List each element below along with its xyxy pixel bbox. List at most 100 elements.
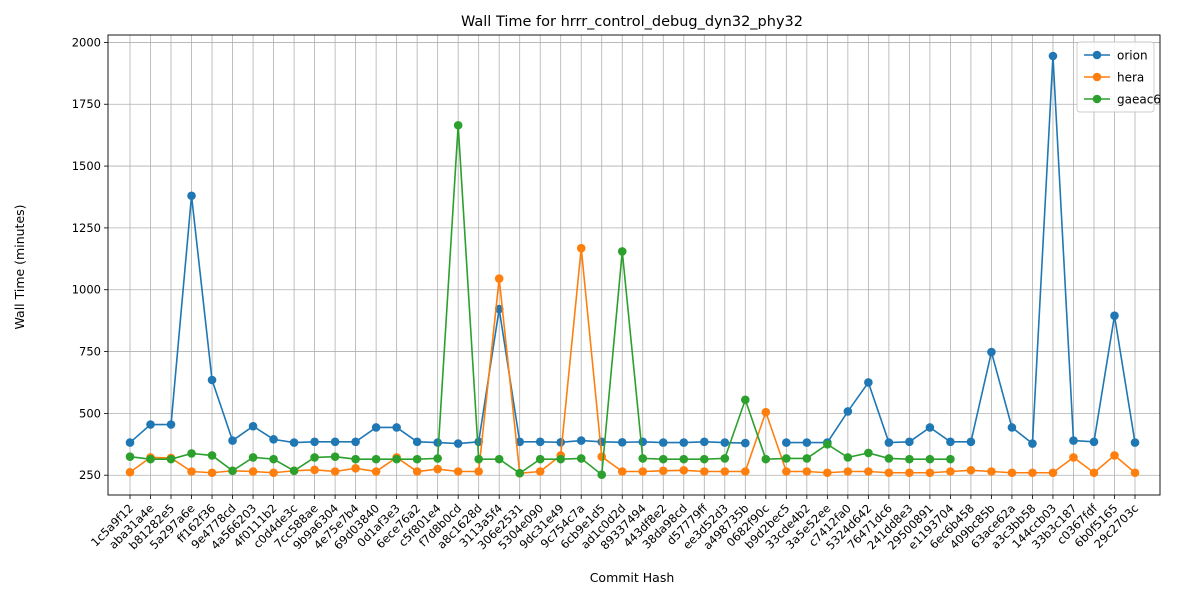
data-point-orion (166, 420, 176, 429)
data-point-gaeac6 (782, 454, 791, 463)
data-point-gaeac6 (617, 247, 627, 256)
data-point-gaeac6 (515, 468, 524, 478)
data-point-gaeac6 (310, 453, 319, 462)
data-point-gaeac6 (741, 395, 750, 405)
data-point-orion (638, 437, 648, 447)
data-point-orion (946, 437, 955, 447)
data-point-hera (351, 463, 360, 473)
data-point-hera (1048, 468, 1058, 478)
data-point-hera (433, 464, 442, 474)
y-tick-label: 1250 (72, 221, 101, 235)
data-point-gaeac6 (679, 454, 689, 464)
data-point-gaeac6 (453, 120, 463, 130)
data-point-gaeac6 (125, 452, 135, 461)
data-point-hera (412, 467, 422, 476)
data-point-hera (597, 452, 607, 461)
data-point-orion (782, 438, 791, 447)
data-point-gaeac6 (412, 454, 422, 464)
data-point-orion (125, 438, 135, 447)
data-point-hera (494, 274, 504, 283)
data-point-gaeac6 (166, 454, 176, 464)
data-point-gaeac6 (946, 454, 955, 464)
data-point-gaeac6 (207, 451, 217, 460)
data-point-orion (884, 438, 894, 447)
data-point-orion (741, 438, 750, 448)
data-point-hera (802, 467, 812, 476)
y-tick-label: 1000 (72, 283, 101, 297)
data-point-hera (453, 467, 463, 476)
data-point-gaeac6 (905, 454, 914, 464)
data-point-hera (1028, 468, 1037, 478)
data-point-hera (905, 468, 914, 478)
data-point-gaeac6 (884, 454, 894, 463)
data-point-gaeac6 (248, 453, 258, 462)
data-point-orion (987, 347, 996, 357)
data-point-gaeac6 (474, 454, 483, 464)
data-point-orion (248, 421, 258, 431)
data-point-gaeac6 (823, 440, 832, 449)
data-point-gaeac6 (228, 466, 237, 476)
data-point-hera (782, 467, 791, 476)
data-point-gaeac6 (802, 454, 812, 463)
data-point-orion (576, 436, 586, 445)
data-point-hera (187, 467, 196, 476)
y-tick-label: 500 (79, 406, 101, 420)
x-axis-label: Commit Hash (590, 570, 675, 585)
data-point-orion (371, 423, 381, 432)
data-point-orion (1130, 438, 1140, 447)
data-point-orion (351, 437, 360, 447)
data-point-gaeac6 (556, 454, 566, 464)
data-point-gaeac6 (494, 454, 504, 464)
data-point-orion (679, 438, 689, 447)
data-point-hera (864, 467, 873, 476)
y-tick-label: 750 (79, 345, 101, 359)
data-point-orion (412, 437, 422, 447)
y-tick-label: 2000 (72, 35, 101, 49)
data-point-orion (925, 423, 935, 432)
legend-label-orion: orion (1117, 49, 1148, 63)
legend-marker-gaeac6 (1092, 94, 1102, 104)
data-point-gaeac6 (597, 470, 607, 480)
data-point-orion (617, 438, 627, 447)
data-point-orion (720, 438, 730, 447)
data-point-orion (1089, 437, 1099, 447)
grid-lines (108, 35, 1160, 495)
data-point-orion (905, 437, 914, 447)
data-point-orion (228, 436, 237, 445)
data-point-orion (207, 375, 217, 385)
data-point-orion (556, 438, 566, 447)
data-point-orion (453, 439, 463, 448)
data-point-gaeac6 (330, 452, 340, 461)
data-point-hera (1007, 468, 1017, 478)
data-point-hera (207, 468, 217, 478)
data-point-gaeac6 (433, 454, 442, 463)
data-point-gaeac6 (843, 453, 853, 462)
legend-label-gaeac6: gaeac6 (1117, 93, 1161, 107)
data-point-hera (330, 467, 340, 476)
data-point-orion (330, 437, 340, 447)
data-point-gaeac6 (535, 454, 545, 464)
legend-box (1076, 41, 1155, 113)
data-point-hera (310, 465, 319, 475)
data-point-orion (864, 378, 873, 387)
data-point-hera (658, 466, 668, 476)
series-layer (125, 51, 1140, 480)
data-point-hera (535, 467, 545, 476)
data-point-gaeac6 (864, 448, 873, 458)
y-tick-label: 1750 (72, 97, 101, 111)
data-point-orion (392, 423, 401, 432)
data-point-gaeac6 (925, 454, 935, 464)
data-point-hera (1069, 453, 1078, 462)
data-point-orion (1007, 423, 1017, 432)
series-gaeac6 (125, 120, 955, 480)
data-point-orion (289, 438, 299, 447)
data-point-orion (843, 407, 853, 416)
plot-area-frame (107, 34, 1161, 496)
data-point-hera (125, 467, 135, 477)
y-tick-label: 250 (79, 468, 101, 482)
data-point-hera (699, 467, 709, 476)
data-point-gaeac6 (371, 454, 381, 464)
